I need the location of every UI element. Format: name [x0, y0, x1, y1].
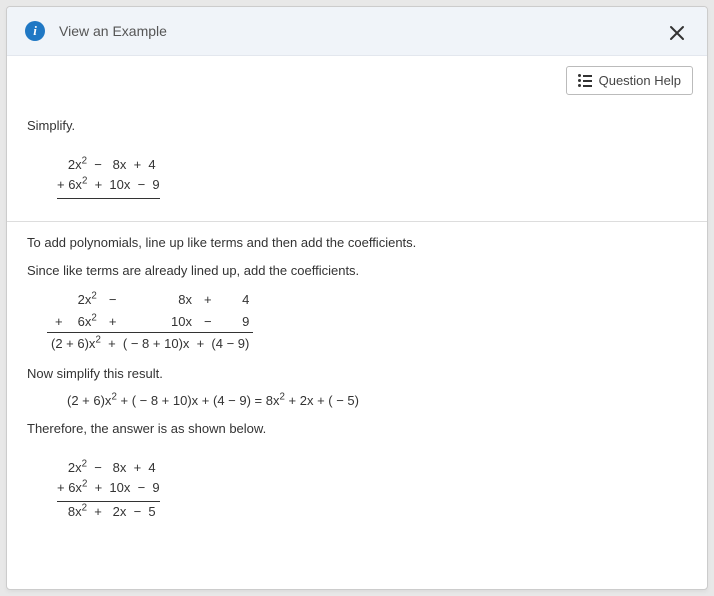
info-icon: i [25, 21, 45, 41]
example-dialog: i View an Example Question Help Simplify… [6, 6, 708, 590]
problem-expression: 2x2 − 8x + 4 + 6x2 + 10x − 9 [57, 155, 160, 200]
dialog-header: i View an Example [7, 7, 707, 56]
dialog-title: View an Example [59, 23, 167, 39]
step1-text: To add polynomials, line up like terms a… [27, 234, 687, 252]
aligned-row2: + 6x2 + 10x − 9 [47, 311, 253, 333]
question-help-button[interactable]: Question Help [566, 66, 693, 95]
prompt-text: Simplify. [27, 117, 687, 135]
problem-line1: 2x2 − 8x + 4 [57, 155, 160, 176]
final-expression: 2x2 − 8x + 4 + 6x2 + 10x − 9 8x2 + 2x − … [57, 458, 160, 523]
aligned-row1: 2x2 − 8x + 4 [47, 289, 253, 311]
final-line1: 2x2 − 8x + 4 [57, 458, 160, 479]
simplify-equation: (2 + 6)x2 + ( − 8 + 10)x + (4 − 9) = 8x2… [67, 392, 687, 410]
step2-text: Since like terms are already lined up, a… [27, 262, 687, 280]
aligned-result: (2 + 6)x2 + ( − 8 + 10)x + (4 − 9) [47, 333, 253, 355]
problem-line2: + 6x2 + 10x − 9 [57, 175, 160, 199]
step4-text: Therefore, the answer is as shown below. [27, 420, 687, 438]
separator [7, 221, 707, 222]
close-icon [667, 23, 687, 43]
close-button[interactable] [663, 19, 691, 47]
step3-text: Now simplify this result. [27, 365, 687, 383]
aligned-addition: 2x2 − 8x + 4 + 6x2 + 10x − 9 (2 + 6)x2 +… [47, 289, 253, 355]
list-icon [578, 74, 592, 87]
final-line2: + 6x2 + 10x − 9 [57, 478, 160, 502]
toolbar: Question Help [7, 56, 707, 95]
question-help-label: Question Help [599, 73, 681, 88]
content-area: Simplify. 2x2 − 8x + 4 + 6x2 + 10x − 9 T… [7, 95, 707, 553]
final-line3: 8x2 + 2x − 5 [57, 502, 160, 523]
